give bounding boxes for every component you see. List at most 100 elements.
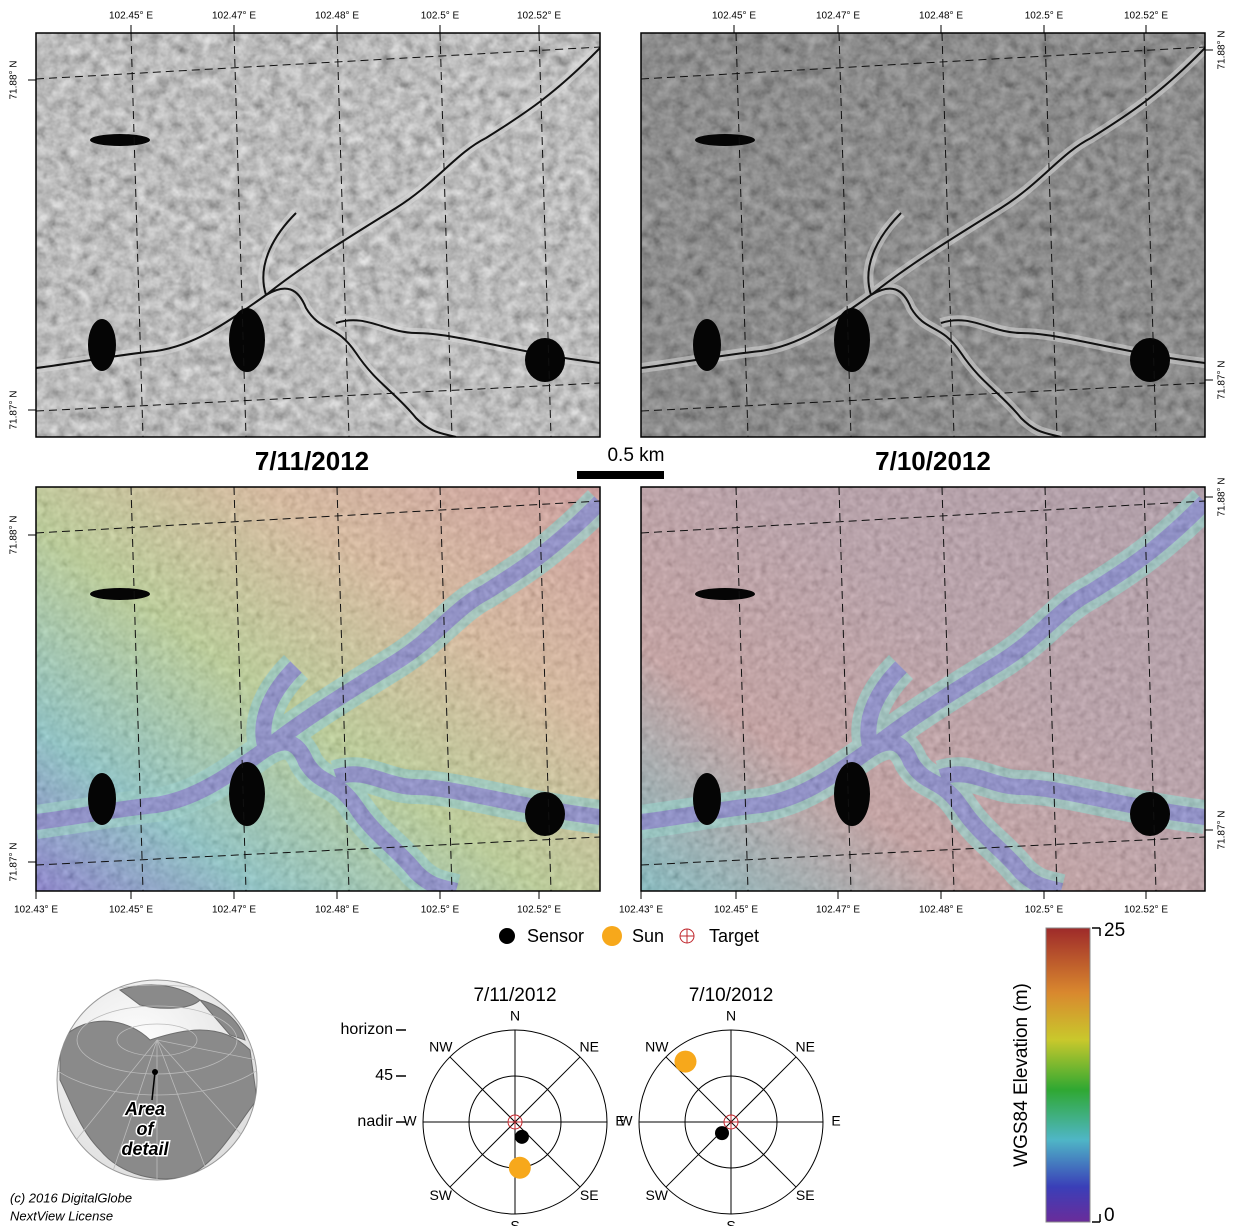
lon-label: 102.52° E: [1124, 11, 1168, 22]
compass-label: SW: [429, 1187, 452, 1203]
scale-bar: [577, 471, 664, 479]
lon-label: 102.52° E: [517, 11, 561, 22]
compass-label: W: [619, 1113, 633, 1129]
map-title: 7/10/2012: [875, 446, 991, 476]
compass-label: SW: [645, 1187, 668, 1203]
lat-label: 71.88° N: [1217, 477, 1228, 516]
compass-label: N: [726, 1008, 736, 1024]
map-panel: [36, 33, 600, 437]
lon-label: 102.52° E: [1124, 905, 1168, 916]
lat-label: 71.87° N: [1217, 810, 1228, 849]
polar-title: 7/11/2012: [473, 985, 556, 1006]
sensor-position: [515, 1130, 529, 1144]
polar-title: 7/10/2012: [689, 985, 774, 1006]
lake: [90, 134, 150, 146]
lake: [90, 588, 150, 600]
credit: NextView License: [10, 1208, 113, 1223]
figure: 7/11/2012 7/10/2012 0.5 km Sensor Sun Ta…: [0, 0, 1233, 1226]
compass-label: E: [831, 1113, 840, 1129]
globe-label: detail: [121, 1139, 169, 1159]
lake: [229, 762, 265, 826]
compass-label: W: [403, 1113, 417, 1129]
map-panel: [641, 33, 1205, 437]
lon-label: 102.47° E: [212, 11, 256, 22]
lon-label: 102.43° E: [619, 905, 663, 916]
colorbar: WGS84 Elevation (m) 0 25: [1011, 920, 1125, 1226]
compass-label: S: [726, 1218, 735, 1226]
compass-label: NW: [645, 1038, 669, 1054]
colorbar-tick-label: 25: [1104, 920, 1125, 941]
lake: [88, 773, 116, 825]
colorbar-tick-label: 0: [1104, 1205, 1115, 1226]
target-marker: [724, 1115, 738, 1129]
lon-label: 102.47° E: [212, 905, 256, 916]
lon-label: 102.45° E: [109, 11, 153, 22]
lon-label: 102.45° E: [109, 905, 153, 916]
sensor-position: [715, 1126, 729, 1140]
lon-label: 102.5° E: [421, 905, 460, 916]
lake: [693, 319, 721, 371]
ring-label: 45: [375, 1067, 393, 1084]
lake: [1130, 338, 1170, 382]
compass-label: S: [510, 1218, 519, 1226]
compass-label: SE: [580, 1187, 599, 1203]
legend-label: Target: [709, 926, 759, 946]
lat-label: 71.88° N: [9, 515, 20, 554]
hillshade: [641, 487, 1205, 891]
legend-label: Sensor: [527, 926, 584, 946]
lake: [88, 319, 116, 371]
legend-sensor-icon: [499, 928, 515, 944]
lake: [834, 762, 870, 826]
legend-sun-icon: [602, 926, 622, 946]
lake: [834, 308, 870, 372]
lat-label: 71.87° N: [9, 390, 20, 429]
lon-label: 102.5° E: [421, 11, 460, 22]
colorbar-label: WGS84 Elevation (m): [1011, 983, 1032, 1167]
lon-label: 102.5° E: [1025, 11, 1064, 22]
legend-label: Sun: [632, 926, 664, 946]
lake: [525, 792, 565, 836]
lon-label: 102.48° E: [315, 905, 359, 916]
lon-label: 102.47° E: [816, 11, 860, 22]
lon-label: 102.52° E: [517, 905, 561, 916]
lon-label: 102.48° E: [919, 11, 963, 22]
hillshade: [36, 487, 600, 891]
lon-label: 102.43° E: [14, 905, 58, 916]
imagery: [36, 33, 600, 437]
map-panel: [36, 487, 600, 891]
globe-label: of: [137, 1119, 156, 1139]
lat-label: 71.87° N: [1217, 360, 1228, 399]
ring-label: nadir: [357, 1113, 393, 1130]
lake: [695, 588, 755, 600]
lake: [525, 338, 565, 382]
legend-target-icon: [680, 929, 694, 943]
imagery-shade: [641, 33, 1205, 437]
page: 7/11/2012 7/10/2012 0.5 km Sensor Sun Ta…: [0, 0, 1233, 1226]
compass-label: NE: [796, 1038, 815, 1054]
polar-plots: 7/11/2012NNEESESSWWNWhorizon45nadir7/10/…: [341, 985, 841, 1226]
compass-label: NW: [429, 1038, 453, 1054]
map-title: 7/11/2012: [255, 446, 369, 476]
compass-label: N: [510, 1008, 520, 1024]
map-panel: [641, 487, 1205, 891]
target-marker: [508, 1115, 522, 1129]
compass-label: SE: [796, 1187, 815, 1203]
lon-label: 102.48° E: [919, 905, 963, 916]
compass-label: NE: [580, 1038, 599, 1054]
lat-label: 71.87° N: [9, 842, 20, 881]
lon-label: 102.5° E: [1025, 905, 1064, 916]
lon-label: 102.48° E: [315, 11, 359, 22]
lake: [229, 308, 265, 372]
lake: [695, 134, 755, 146]
ring-label: horizon: [341, 1021, 393, 1038]
polar-plot: 7/10/2012 N NE E SE S SW W NW: [619, 985, 840, 1226]
sun-position: [674, 1051, 696, 1073]
scale-label: 0.5 km: [607, 445, 664, 466]
map-imagery: [36, 487, 600, 891]
polar-plot: 7/11/2012NNEESESSWWNWhorizon45nadir: [341, 985, 625, 1226]
lake: [693, 773, 721, 825]
lat-label: 71.88° N: [9, 60, 20, 99]
globe-label: Area: [124, 1099, 165, 1119]
map-imagery: [641, 33, 1205, 437]
credit: (c) 2016 DigitalGlobe: [10, 1190, 132, 1205]
